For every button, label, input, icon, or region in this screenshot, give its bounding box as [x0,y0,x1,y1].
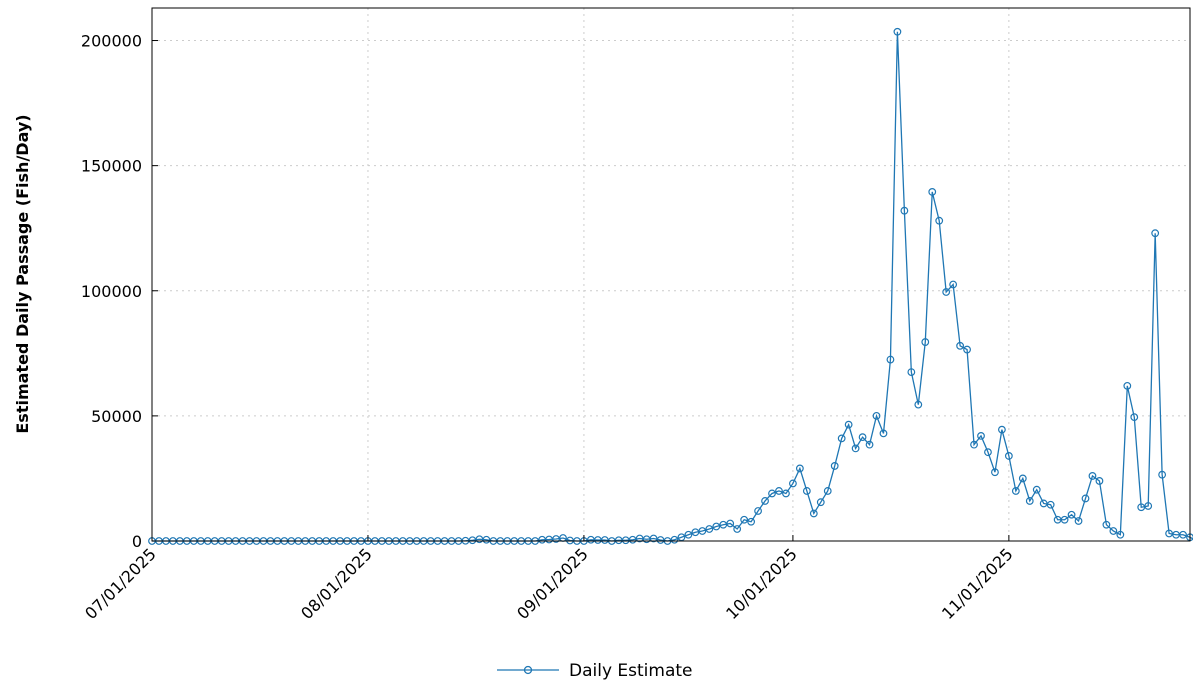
data-point [1109,527,1118,535]
legend: Daily Estimate [497,661,693,681]
data-point [1095,477,1104,485]
data-point [1018,474,1027,483]
x-tick-label: 07/01/2025 [81,544,160,623]
y-tick-label: 50000 [91,407,142,426]
data-point [991,468,999,477]
data-point [893,27,902,36]
data-point [865,440,874,449]
x-tick-label: 09/01/2025 [513,544,592,623]
data-point [900,206,909,215]
data-point [1046,500,1055,509]
data-point [740,515,749,524]
data-point [837,434,846,443]
y-tick-label: 0 [132,532,142,551]
data-point [879,429,888,438]
data-point [1123,381,1132,390]
data-point [698,527,707,535]
data-point [935,216,944,225]
y-axis-title: Estimated Daily Passage (Fish/Day) [13,114,32,433]
data-point [984,448,992,457]
x-tick-label: 11/01/2025 [938,544,1017,623]
data-point [907,368,916,376]
data-point [775,487,783,495]
data-point [747,517,756,526]
data-point [816,498,825,507]
data-point [851,444,860,453]
data-point [733,525,742,533]
y-tick-label: 150000 [81,157,142,176]
data-point [970,440,978,449]
data-point [705,525,714,533]
data-point [670,535,679,544]
data-point [1116,530,1125,539]
y-tick-label: 200000 [81,32,142,51]
data-point [684,530,693,539]
data-point [844,420,853,429]
x-axis-ticks: 07/01/2025 08/01/2025 09/01/2025 10/01/2025… [81,535,1017,623]
data-point [858,433,867,442]
data-point [1081,494,1090,503]
data-point [649,534,658,543]
data-point [823,487,832,495]
data-point [1158,470,1167,479]
legend-label-daily-estimate: Daily Estimate [569,661,693,681]
data-point [872,411,881,420]
data-point [795,464,804,473]
data-point [1067,510,1076,519]
plot-frame [151,7,1191,542]
data-point [1032,485,1041,494]
plot-area [152,8,1190,541]
data-point [1004,452,1013,460]
data-point [754,507,762,515]
y-tick-label: 100000 [81,282,142,301]
data-point [963,345,971,354]
data-point [1151,229,1160,238]
y-axis-ticks: 0 50000 100000 150000 200000 [81,32,158,551]
data-point [998,425,1006,434]
legend-swatch-marker [523,665,533,675]
x-tick-label: 10/01/2025 [722,544,801,623]
data-point [1074,517,1083,525]
data-point [768,489,776,498]
data-point [830,462,839,470]
data-point [789,479,797,488]
x-tick-label: 08/01/2025 [297,544,376,623]
data-point [1088,472,1097,480]
data-point [726,519,735,528]
data-point [977,432,985,440]
data-point [928,188,937,196]
data-point [1179,530,1187,539]
data-point [1130,413,1139,422]
data-point [712,522,721,531]
data-point [921,338,930,346]
data-point [886,355,895,364]
data-point [942,288,951,296]
data-point [782,489,790,498]
data-point [1060,515,1069,524]
data-point [949,280,958,289]
data-point [956,341,965,350]
data-point [761,497,769,505]
data-point [1144,502,1153,510]
data-point [914,400,923,409]
data-point [1025,497,1034,505]
data-point [809,509,818,518]
data-point [1102,520,1111,529]
data-point [1011,487,1020,495]
data-point [802,487,811,495]
